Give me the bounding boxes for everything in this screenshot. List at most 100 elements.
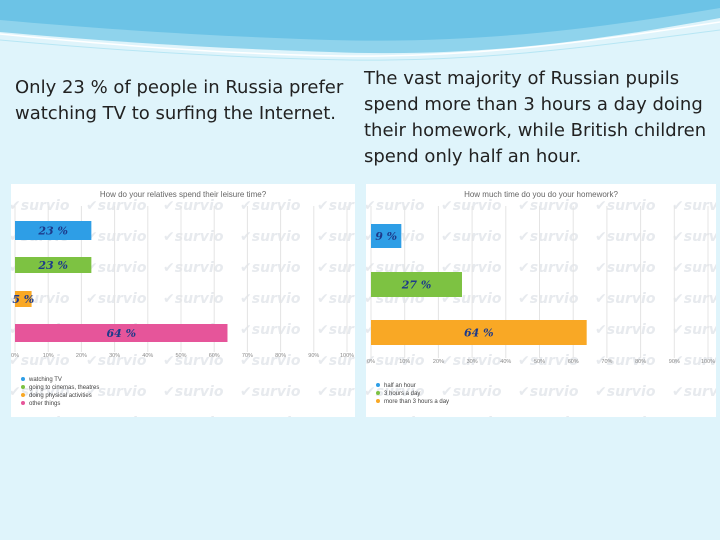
watermark-text: ✔survio: [366, 415, 424, 417]
x-tick-label: 90%: [308, 353, 319, 359]
watermark-text: ✔survio: [86, 353, 147, 369]
watermark-text: ✔survio: [518, 229, 579, 245]
bar-value-label: 64 %: [464, 327, 494, 340]
watermark-text: ✔survio: [86, 415, 146, 417]
watermark-text: ✔survio: [441, 415, 501, 417]
watermark-text: ✔survio: [317, 260, 355, 276]
watermark-text: ✔survio: [86, 384, 147, 400]
legend-dot-icon: [21, 385, 25, 390]
legend-item: half an hour: [376, 382, 449, 390]
watermark-text: ✔survio: [163, 384, 224, 400]
chart-panel-homework: ✔survio ✔survio ✔survio ✔survio ✔survio ✔surv…: [366, 184, 716, 417]
chart-title: How much time do you do your homework?: [464, 190, 618, 199]
bar-value-label: 9 %: [375, 230, 397, 243]
watermark-text: ✔survio: [595, 415, 655, 417]
legend-dot-icon: [376, 383, 380, 388]
x-tick-label: 80%: [635, 359, 646, 365]
watermark-text: ✔survio: [672, 229, 716, 245]
x-tick-label: 0%: [367, 359, 375, 365]
bar: [371, 320, 587, 345]
watermark-text: ✔survio: [86, 229, 147, 245]
header-wave-decoration: [0, 0, 720, 61]
watermark-text: ✔survio: [163, 260, 224, 276]
bar: [15, 221, 92, 240]
watermark-text: ✔survio: [672, 198, 716, 214]
watermark-text: ✔survio: [317, 415, 355, 417]
watermark-text: ✔survio: [240, 260, 301, 276]
watermark-text: ✔survio: [163, 229, 224, 245]
legend-item: doing physical activities: [21, 392, 99, 400]
x-tick-label: 80%: [275, 353, 286, 359]
homework-bar-chart: 0% 10% 20% 30% 40% 50% 60% 70% 80% 90% 100% 9 % 27 %…: [367, 206, 715, 365]
watermark-text: ✔survio: [317, 322, 355, 338]
legend-item: watching TV: [21, 376, 99, 384]
watermark-text: ✔survio: [518, 198, 579, 214]
chart-title: How do your relatives spend their leisur…: [99, 190, 267, 199]
watermark-text: ✔survio: [441, 353, 502, 369]
legend-item: going to cinemas, theatres: [21, 384, 99, 392]
watermark-text: ✔survio: [672, 384, 716, 400]
watermark-text: ✔survio: [11, 415, 69, 417]
bar: [15, 291, 32, 307]
watermark-text: ✔survio: [672, 322, 716, 338]
chart-legend: watching TV going to cinemas, theatres doi…: [21, 376, 99, 408]
watermark-text: ✔survio: [240, 384, 301, 400]
x-tick-label: 70%: [242, 353, 253, 359]
legend-label: half an hour: [384, 383, 416, 389]
watermark-text: ✔survio: [240, 415, 300, 417]
watermark-text: ✔survio: [672, 260, 716, 276]
watermark-text: ✔survio: [518, 415, 578, 417]
watermark-text: ✔survio: [86, 260, 147, 276]
watermark-text: ✔survio: [366, 198, 425, 214]
legend-label: other things: [29, 401, 61, 407]
watermark-text: ✔survio: [441, 384, 502, 400]
watermark-text: ✔survio: [595, 384, 656, 400]
watermark-text: ✔survio: [86, 291, 147, 307]
chart-legend: half an hour 3 hours a day more than 3 hou…: [376, 382, 449, 406]
x-tick-label: 70%: [601, 359, 612, 365]
watermark-text: ✔survio: [240, 198, 301, 214]
watermark-text: ✔survio: [317, 353, 355, 369]
watermark-text: ✔survio: [86, 198, 147, 214]
bar: [15, 257, 92, 273]
x-tick-label: 50%: [534, 359, 545, 365]
x-tick-label: 50%: [175, 353, 186, 359]
watermark-text: ✔survio: [441, 229, 502, 245]
watermark-text: ✔survio: [672, 291, 716, 307]
legend-label: 3 hours a day: [384, 391, 421, 397]
x-tick-label: 60%: [568, 359, 579, 365]
legend-item: 3 hours a day: [376, 390, 449, 398]
watermark-text: ✔survio: [163, 353, 224, 369]
legend-dot-icon: [376, 391, 380, 396]
x-tick-label: 40%: [142, 353, 153, 359]
x-tick-label: 100%: [340, 353, 354, 359]
bar-value-label: 27 %: [401, 279, 432, 292]
watermark-text: ✔survio: [317, 198, 355, 214]
bar: [371, 272, 462, 297]
watermark-text: ✔survio: [672, 415, 716, 417]
chart-panel-leisure: ✔survio ✔survio ✔survio ✔survio ✔survio ✔surv…: [11, 184, 355, 417]
legend-dot-icon: [376, 399, 380, 404]
watermark-text: ✔survio: [518, 291, 579, 307]
legend-dot-icon: [21, 393, 25, 398]
watermark-text: ✔survio: [11, 198, 70, 214]
legend-item: other things: [21, 400, 99, 408]
watermark-text: ✔survio: [240, 322, 301, 338]
legend-label: watching TV: [29, 377, 62, 383]
leisure-bar-chart: 0% 10% 20% 30% 40% 50% 60% 70% 80% 90% 100% 23 % 23 …: [11, 206, 354, 359]
legend-dot-icon: [21, 401, 25, 406]
x-tick-label: 60%: [209, 353, 220, 359]
x-tick-label: 10%: [43, 353, 54, 359]
watermark-text: ✔survio: [11, 353, 70, 369]
watermark-text: ✔survio: [163, 198, 224, 214]
caption-left: Only 23 % of people in Russia prefer wat…: [15, 77, 344, 124]
x-tick-label: 30%: [467, 359, 478, 365]
x-tick-label: 20%: [76, 353, 87, 359]
caption-right: The vast majority of Russian pupils spen…: [364, 68, 707, 167]
watermark-text: ✔survio: [672, 353, 716, 369]
watermark-text: ✔survio: [441, 198, 502, 214]
legend-item: more than 3 hours a day: [376, 398, 449, 406]
legend-label: going to cinemas, theatres: [29, 385, 100, 391]
bar-value-label: 5 %: [12, 293, 34, 306]
watermark-text: ✔survio: [317, 291, 355, 307]
